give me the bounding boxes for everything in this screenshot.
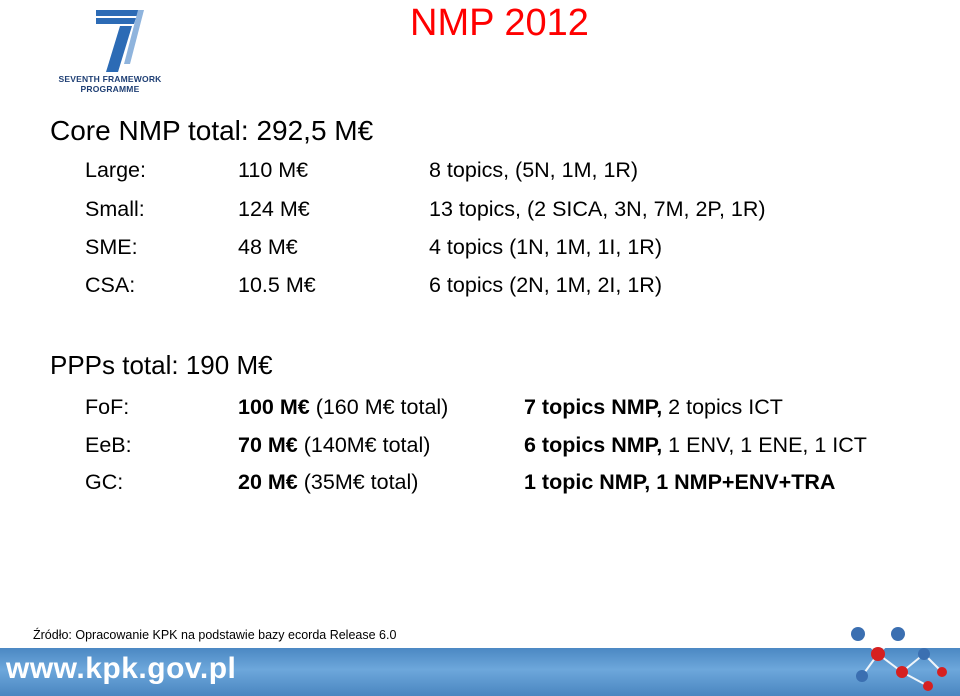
fp7-seven-icon [96,10,144,72]
site-url-link[interactable]: www.kpk.gov.pl [6,652,237,685]
ppp-amount-total: (35M€ total) [297,470,419,494]
ppp-label: EeB: [85,433,132,457]
core-label: Small: [85,197,145,221]
molecule-logo-icon [851,627,947,691]
ppp-label: GC: [85,470,124,494]
core-heading: Core NMP total: 292,5 M€ [50,115,374,146]
ppp-topics: 6 topics NMP, 1 ENV, 1 ENE, 1 ICT [524,433,867,458]
core-topics: 8 topics, (5N, 1M, 1R) [429,158,639,182]
footer-bar [0,648,960,696]
ppp-amount-bold: 100 M€ [238,395,310,419]
ppp-topics: 7 topics NMP, 2 topics ICT [524,395,783,420]
core-topics: 13 topics, (2 SICA, 3N, 7M, 2P, 1R) [429,197,766,221]
source-note: Źródło: Opracowanie KPK na podstawie baz… [33,628,397,642]
ppp-label: FoF: [85,395,130,419]
ppp-topics-bold: 1 topic NMP, 1 NMP+ENV+TRA [524,470,836,494]
ppp-amount: 20 M€ (35M€ total) [238,470,418,495]
core-amount: 124 M€ [238,197,310,221]
core-label: Large: [85,158,146,182]
core-amount: 10.5 M€ [238,273,316,297]
ppp-amount-total: (160 M€ total) [309,395,449,419]
core-label: SME: [85,235,138,259]
fp7-logo: SEVENTH FRAMEWORK PROGRAMME [58,4,162,96]
ppps-heading: PPPs total: 190 M€ [50,350,273,380]
logo-line-1: SEVENTH FRAMEWORK [58,74,162,84]
core-amount: 110 M€ [238,158,309,182]
core-amount: 48 M€ [238,235,298,259]
ppp-topics-rest: 2 topics ICT [662,395,783,419]
ppp-topics-bold: 7 topics NMP, [524,395,663,419]
page-title: NMP 2012 [410,2,589,44]
ppp-topics-bold: 6 topics NMP, [524,433,663,457]
ppp-amount: 100 M€ (160 M€ total) [238,395,448,420]
ppp-amount-total: (140M€ total) [297,433,431,457]
ppp-topics-rest: 1 ENV, 1 ENE, 1 ICT [662,433,867,457]
ppp-amount-bold: 70 M€ [238,433,298,457]
ppp-amount: 70 M€ (140M€ total) [238,433,430,458]
ppp-amount-bold: 20 M€ [238,470,298,494]
core-topics: 6 topics (2N, 1M, 2I, 1R) [429,273,662,297]
core-label: CSA: [85,273,136,297]
core-topics: 4 topics (1N, 1M, 1I, 1R) [429,235,662,259]
ppp-topics: 1 topic NMP, 1 NMP+ENV+TRA [524,470,835,495]
logo-line-2: PROGRAMME [80,84,140,94]
